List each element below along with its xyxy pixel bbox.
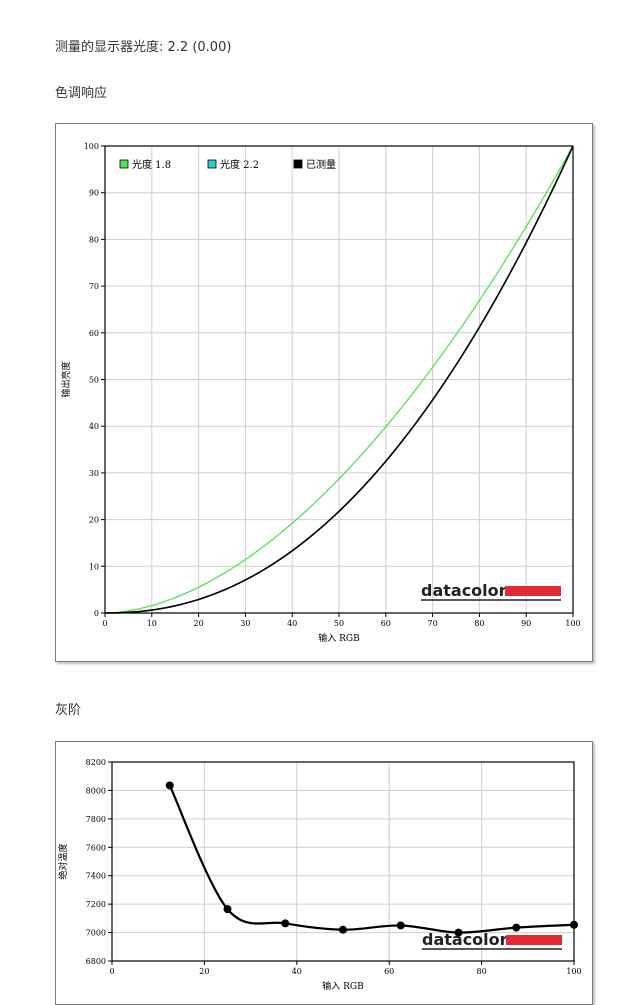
x-tick-label: 100 bbox=[566, 967, 581, 976]
grayscale-data-point bbox=[339, 925, 347, 934]
x-tick-label: 20 bbox=[199, 967, 209, 976]
y-tick-label: 70 bbox=[89, 282, 99, 291]
y-tick-label: 7200 bbox=[86, 900, 106, 909]
legend-swatch-2 bbox=[207, 159, 217, 169]
y-tick-label: 7000 bbox=[86, 929, 106, 938]
y-axis-label: 输出亮度 bbox=[60, 361, 72, 397]
grayscale-series-line bbox=[168, 784, 575, 934]
grayscale-data-point bbox=[512, 923, 521, 932]
x-tick-label: 30 bbox=[240, 619, 250, 628]
grayscale-title: 灰阶 bbox=[55, 703, 82, 718]
grayscale-data-point bbox=[570, 920, 578, 929]
series-line-1 bbox=[104, 145, 574, 614]
y-tick-label: 30 bbox=[89, 469, 99, 478]
x-tick-label: 0 bbox=[109, 967, 114, 976]
grayscale-data-point bbox=[223, 905, 232, 914]
x-tick-label: 0 bbox=[102, 619, 107, 628]
x-tick-label: 60 bbox=[384, 967, 394, 976]
y-tick-label: 20 bbox=[89, 516, 99, 525]
x-tick-label: 40 bbox=[287, 619, 297, 628]
y-tick-label: 7800 bbox=[86, 815, 106, 824]
y-tick-label: 10 bbox=[89, 562, 99, 571]
y-tick-label: 8000 bbox=[86, 786, 106, 795]
legend-swatch-1 bbox=[119, 159, 129, 169]
datacolor-logo-text: datacolor bbox=[422, 930, 508, 949]
x-tick-label: 80 bbox=[474, 619, 484, 628]
plot-frame bbox=[111, 761, 575, 962]
x-tick-label: 50 bbox=[334, 619, 344, 628]
grayscale-chart-panel: 0 20 40 60 80 100 6800 7000 7200 7400 7600 7800 8000… bbox=[55, 741, 593, 1005]
datacolor-logo-bar bbox=[505, 586, 561, 596]
y-tick-label: 90 bbox=[89, 189, 99, 198]
tone-response-chart-panel: 0 10 20 30 40 50 60 70 80 90 100 0 10 20 30 40 50 60 70 80 9… bbox=[55, 123, 593, 662]
x-tick-label: 60 bbox=[381, 619, 391, 628]
y-tick-label: 50 bbox=[89, 376, 99, 385]
tone-response-chart: 0 10 20 30 40 50 60 70 80 90 100 0 10 20 30 40 50 60 70 80 9… bbox=[60, 142, 581, 644]
x-tick-label: 40 bbox=[292, 967, 302, 976]
y-tick-label: 60 bbox=[89, 329, 99, 338]
legend-swatch-3 bbox=[293, 159, 303, 169]
datacolor-logo-bar bbox=[506, 935, 562, 945]
x-tick-label: 10 bbox=[147, 619, 157, 628]
y-tick-label: 8200 bbox=[86, 758, 106, 767]
legend-label-1: 光度 1.8 bbox=[132, 158, 171, 171]
grayscale-data-point bbox=[454, 928, 463, 937]
grayscale-data-point bbox=[281, 919, 290, 928]
legend-label-2: 光度 2.2 bbox=[220, 158, 259, 171]
x-axis-label: 输入 RGB bbox=[322, 980, 364, 992]
datacolor-logo-text: datacolor bbox=[421, 581, 507, 600]
y-tick-label: 40 bbox=[89, 422, 99, 431]
y-tick-label: 80 bbox=[89, 235, 99, 244]
x-tick-label: 80 bbox=[477, 967, 487, 976]
grayscale-data-point bbox=[165, 781, 174, 790]
y-tick-label: 7600 bbox=[86, 843, 106, 852]
y-axis-label: 绝对温度 bbox=[57, 843, 69, 879]
grayscale-chart: 0 20 40 60 80 100 6800 7000 7200 7400 7600 7800 8000… bbox=[57, 758, 582, 992]
legend-label-3: 已测量 bbox=[306, 158, 336, 171]
series-line-3 bbox=[104, 145, 574, 614]
y-tick-label: 7400 bbox=[86, 872, 106, 881]
y-tick-label: 100 bbox=[84, 142, 99, 151]
x-tick-label: 90 bbox=[521, 619, 531, 628]
x-tick-label: 20 bbox=[194, 619, 204, 628]
y-tick-label: 6800 bbox=[86, 957, 106, 966]
x-tick-label: 100 bbox=[565, 619, 580, 628]
measured-gamma-label: 测量的显示器光度: 2.2 (0.00) bbox=[55, 40, 232, 55]
x-tick-label: 70 bbox=[428, 619, 438, 628]
y-tick-label: 0 bbox=[94, 609, 99, 618]
grayscale-data-point bbox=[396, 921, 405, 930]
x-axis-label: 输入 RGB bbox=[318, 632, 360, 644]
tone-response-title: 色调响应 bbox=[55, 86, 108, 101]
